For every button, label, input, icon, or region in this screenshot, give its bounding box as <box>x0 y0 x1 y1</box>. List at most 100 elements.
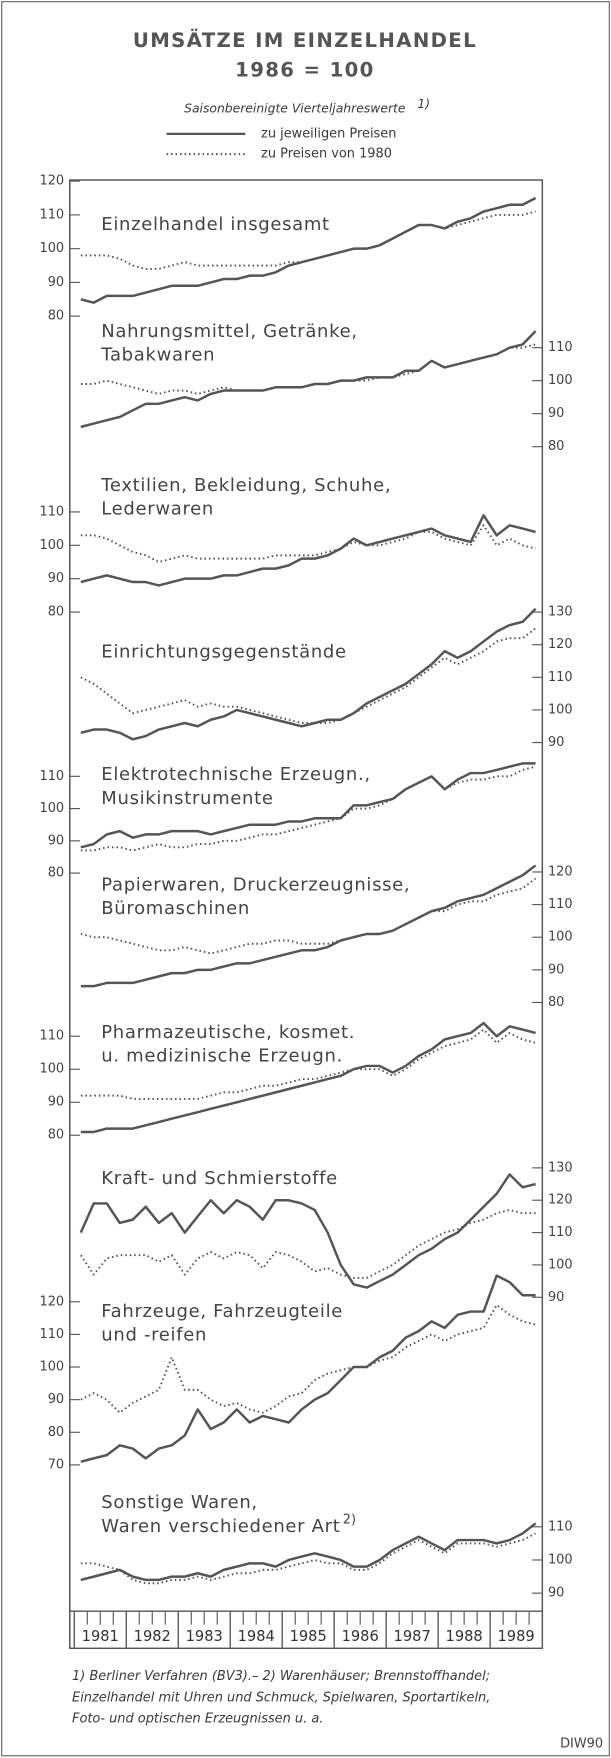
line-1980-prices <box>80 765 536 852</box>
panel-title: Textilien, Bekleidung, Schuhe, <box>100 475 391 496</box>
panel-title: Kraft- und Schmierstoffe <box>101 1168 338 1189</box>
subtitle: Saisonbereinigte Vierteljahreswerte <box>184 102 406 116</box>
legend-label: zu jeweiligen Preisen <box>261 126 396 141</box>
panel-title: Tabakwaren <box>100 345 215 366</box>
y-tick-label: 100 <box>548 1552 573 1567</box>
x-tick-label: 1983 <box>186 1628 223 1645</box>
y-tick-label: 100 <box>548 373 573 388</box>
y-tick-label: 110 <box>548 670 573 685</box>
y-tick-label: 100 <box>39 538 64 553</box>
x-tick-label: 1989 <box>498 1628 535 1645</box>
panel-title: Nahrungsmittel, Getränke, <box>101 321 357 342</box>
line-1980-prices <box>80 524 536 563</box>
y-tick-label: 120 <box>548 864 573 879</box>
y-tick-label: 120 <box>548 637 573 652</box>
legend-label: zu Preisen von 1980 <box>261 147 392 162</box>
plot-frame <box>69 179 544 1650</box>
footnote: Einzelhandel mit Uhren und Schmuck, Spie… <box>72 1690 490 1705</box>
y-tick-label: 100 <box>39 1062 64 1077</box>
panel-title-note: 2) <box>343 1513 356 1528</box>
line-current-prices <box>80 514 536 587</box>
y-tick-label: 130 <box>548 1160 573 1175</box>
line-current-prices <box>80 196 537 304</box>
panel-title: und -reifen <box>101 1325 207 1346</box>
panel-title: Einzelhandel insgesamt <box>101 214 330 235</box>
line-1980-prices <box>80 1028 536 1100</box>
y-tick-label: 70 <box>48 1457 64 1472</box>
subtitle-note: 1) <box>417 97 430 111</box>
y-tick-label: 90 <box>548 962 564 977</box>
y-tick-label: 90 <box>548 1586 564 1601</box>
y-tick-label: 110 <box>548 1519 573 1534</box>
line-1980-prices <box>80 1532 537 1585</box>
line-current-prices <box>80 762 536 849</box>
y-tick-label: 110 <box>548 340 573 355</box>
x-tick-label: 1985 <box>290 1628 327 1645</box>
line-current-prices <box>79 1173 536 1289</box>
panel-title: u. medizinische Erzeugn. <box>101 1045 343 1066</box>
y-tick-label: 110 <box>39 504 64 519</box>
line-current-prices <box>80 607 537 741</box>
x-tick-label: 1981 <box>82 1628 119 1645</box>
y-tick-label: 90 <box>48 833 64 848</box>
panel-title: Einrichtungsgegenstände <box>101 642 346 663</box>
y-tick-label: 90 <box>548 735 564 750</box>
panel-title: Lederwaren <box>101 499 214 520</box>
y-tick-label: 90 <box>548 406 564 421</box>
y-tick-label: 90 <box>48 1095 64 1110</box>
line-current-prices <box>80 330 537 429</box>
panel-title: Fahrzeuge, Fahrzeugteile <box>101 1301 343 1322</box>
source: DIW90 <box>560 1736 603 1751</box>
line-1980-prices <box>80 1208 536 1279</box>
y-tick-label: 80 <box>48 1128 64 1143</box>
y-tick-label: 100 <box>39 241 64 256</box>
panel-title: Elektrotechnische Erzeugn., <box>101 764 370 785</box>
line-1980-prices <box>80 877 537 955</box>
line-1980-prices <box>80 1304 536 1414</box>
line-current-prices <box>80 1021 536 1134</box>
y-tick-label: 80 <box>48 309 64 324</box>
y-tick-label: 90 <box>48 571 64 586</box>
chart-title-line2: 1986 = 100 <box>235 58 375 81</box>
panel-title: Waren verschiedener Art <box>101 1516 340 1537</box>
y-tick-label: 110 <box>548 897 573 912</box>
line-1980-prices <box>80 343 536 395</box>
x-tick-label: 1986 <box>342 1628 379 1645</box>
footnote: Foto- und optischen Erzeugnissen u. a. <box>72 1712 323 1727</box>
y-tick-label: 80 <box>48 605 64 620</box>
y-tick-label: 80 <box>548 995 564 1010</box>
y-tick-label: 100 <box>548 930 573 945</box>
panel-title: Sonstige Waren, <box>101 1492 258 1513</box>
x-tick-label: 1988 <box>446 1628 483 1645</box>
y-tick-label: 90 <box>48 275 64 290</box>
line-current-prices <box>80 1274 536 1463</box>
panel-title: Büromaschinen <box>101 898 250 919</box>
y-tick-label: 110 <box>39 769 64 784</box>
y-tick-label: 100 <box>39 1360 64 1375</box>
y-tick-label: 100 <box>39 801 64 816</box>
y-tick-label: 130 <box>548 605 573 620</box>
x-tick-label: 1984 <box>238 1628 275 1645</box>
y-tick-label: 90 <box>548 1290 564 1305</box>
panel-title: Musikinstrumente <box>101 788 273 809</box>
footnote: 1) Berliner Verfahren (BV3).– 2) Warenhä… <box>72 1669 490 1684</box>
y-tick-label: 100 <box>548 702 573 717</box>
y-tick-label: 110 <box>39 207 64 222</box>
y-tick-label: 100 <box>548 1257 573 1272</box>
y-tick-label: 110 <box>39 1029 64 1044</box>
y-tick-label: 80 <box>48 1425 64 1440</box>
y-tick-label: 80 <box>48 866 64 881</box>
y-tick-label: 120 <box>39 1294 64 1309</box>
x-tick-label: 1982 <box>134 1628 171 1645</box>
panel-title: Pharmazeutische, kosmet. <box>101 1022 355 1043</box>
y-tick-label: 110 <box>548 1225 573 1240</box>
y-tick-label: 120 <box>39 174 64 189</box>
line-current-prices <box>80 1522 537 1582</box>
x-tick-label: 1987 <box>394 1628 431 1645</box>
y-tick-label: 120 <box>548 1193 573 1208</box>
line-current-prices <box>80 864 537 988</box>
chart-title: UMSÄTZE IM EINZELHANDEL <box>133 28 477 52</box>
y-tick-label: 90 <box>48 1392 64 1407</box>
